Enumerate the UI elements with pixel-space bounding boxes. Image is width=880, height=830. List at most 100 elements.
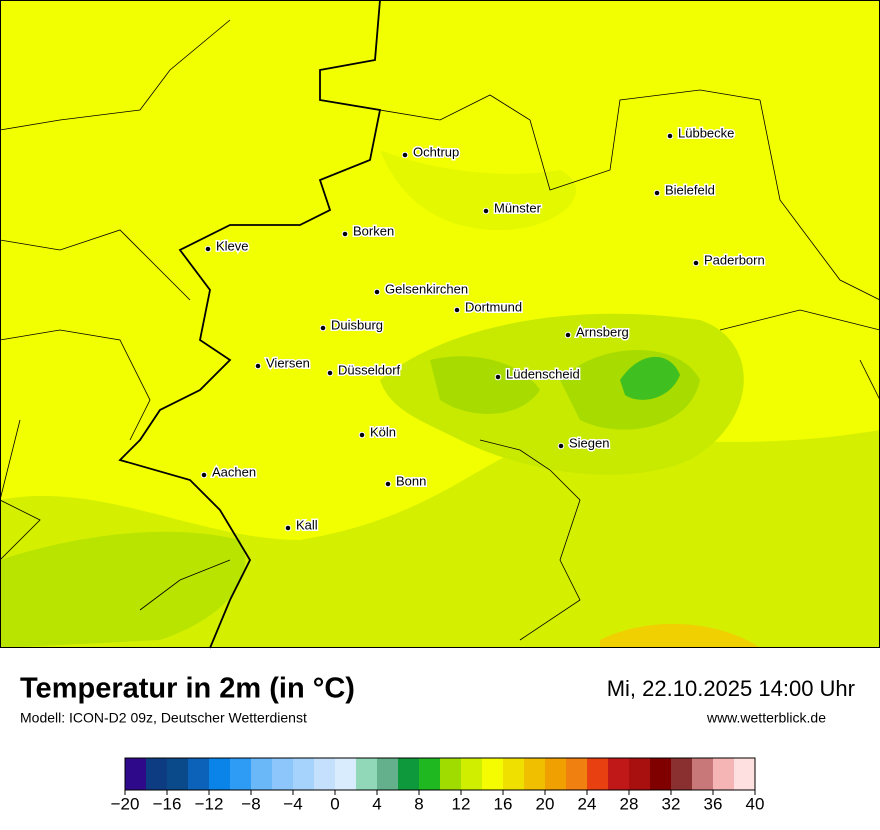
colorbar-segment [230,758,252,790]
city-dot [319,324,327,332]
city-label: Siegen [569,435,609,450]
colorbar-segment [482,758,504,790]
colorbar-segment [209,758,231,790]
city-dot [482,207,490,215]
city-label: Borken [353,223,394,238]
city-dot [692,259,700,267]
colorbar-tick-label: −4 [283,794,302,813]
colorbar-segment [671,758,693,790]
colorbar-tick-label: 36 [704,794,723,813]
city-labels: Lübbecke Ochtrup Bielefeld Münster Borken Kle… [200,124,766,534]
website: www.wetterblick.de [706,710,826,726]
colorbar-tick-label: 16 [494,794,513,813]
temperature-zone [0,531,246,648]
city-label: Köln [370,424,396,439]
colorbar-segment [692,758,714,790]
city-label: Arnsberg [576,324,629,339]
city-label: Lübbecke [678,125,734,140]
temperature-zone [430,356,540,414]
colorbar-tick-label: 40 [746,794,765,813]
city-dot [564,331,572,339]
city-dot [557,442,565,450]
colorbar-segment [713,758,735,790]
colorbar-segment [188,758,210,790]
city-dot [666,132,674,140]
city-label: Bielefeld [665,182,715,197]
colorbar-segment [377,758,399,790]
colorbar-tick-label: −20 [111,794,140,813]
city-dot [204,245,212,253]
colorbar-segment [566,758,588,790]
city-dot [341,230,349,238]
colorbar-segment [314,758,336,790]
regional-border [0,19,880,641]
colorbar-segment [587,758,609,790]
colorbar-tick-label: 28 [620,794,639,813]
colorbar-segment [398,758,420,790]
colorbar-segment [461,758,483,790]
colorbar-segment [524,758,546,790]
city-label: Lüdenscheid [506,366,580,381]
city-dot [401,151,409,159]
colorbar-tick-label: 12 [452,794,471,813]
city-label: Dortmund [465,299,522,314]
colorbar-segment [272,758,294,790]
colorbar-tick-label: 24 [578,794,597,813]
colorbar-tick-label: −16 [153,794,182,813]
city-label: Düsseldorf [338,362,401,377]
temperature-zone [620,356,680,400]
colorbar-tick-label: −8 [241,794,260,813]
colorbar-segment [419,758,441,790]
colorbar: −20 −16 −12 −8 −4 0 4 8 12 16 20 24 28 32 36 40 [111,757,765,813]
city-label: Viersen [266,355,310,370]
map-title: Temperatur in 2m (in °C) [20,673,355,705]
city-dot [384,480,392,488]
city-label: Duisburg [331,317,383,332]
colorbar-segment [146,758,168,790]
colorbar-segment [545,758,567,790]
city-dot [200,471,208,479]
city-dot [284,524,292,532]
city-label: Paderborn [704,252,765,267]
colorbar-segment [650,758,672,790]
colorbar-segment [293,758,315,790]
colorbar-segment [356,758,378,790]
city-dot [254,362,262,370]
temperature-zone [380,150,577,230]
city-dot [373,288,381,296]
forecast-time: Mi, 22.10.2025 14:00 Uhr [607,676,855,701]
city-label: Gelsenkirchen [385,281,468,296]
colorbar-segment [125,758,147,790]
colorbar-segment [734,758,756,790]
city-label: Kleve [216,238,249,253]
map [0,0,880,649]
city-label: Bonn [396,473,426,488]
city-dot [653,189,661,197]
city-dot [326,369,334,377]
colorbar-segment [167,758,189,790]
city-dot [453,306,461,314]
model-info: Modell: ICON-D2 09z, Deutscher Wetterdie… [20,710,307,726]
colorbar-segment [629,758,651,790]
colorbar-tick-label: 8 [414,794,423,813]
colorbar-tick-label: 20 [536,794,555,813]
colorbar-frame [124,757,756,791]
colorbar-segment [440,758,462,790]
colorbar-tick-label: 32 [662,794,681,813]
city-label: Aachen [212,464,256,479]
city-label: Münster [494,200,542,215]
colorbar-segment [251,758,273,790]
city-label: Ochtrup [413,144,459,159]
city-dot [358,431,366,439]
colorbar-tick-label: 4 [372,794,381,813]
national-border [118,0,382,649]
colorbar-segment [503,758,525,790]
colorbar-tick-label: 0 [330,794,339,813]
colorbar-tick-label: −12 [195,794,224,813]
city-dot [494,373,502,381]
colorbar-segment [608,758,630,790]
city-label: Kall [296,517,318,532]
temperature-zone [600,623,760,648]
